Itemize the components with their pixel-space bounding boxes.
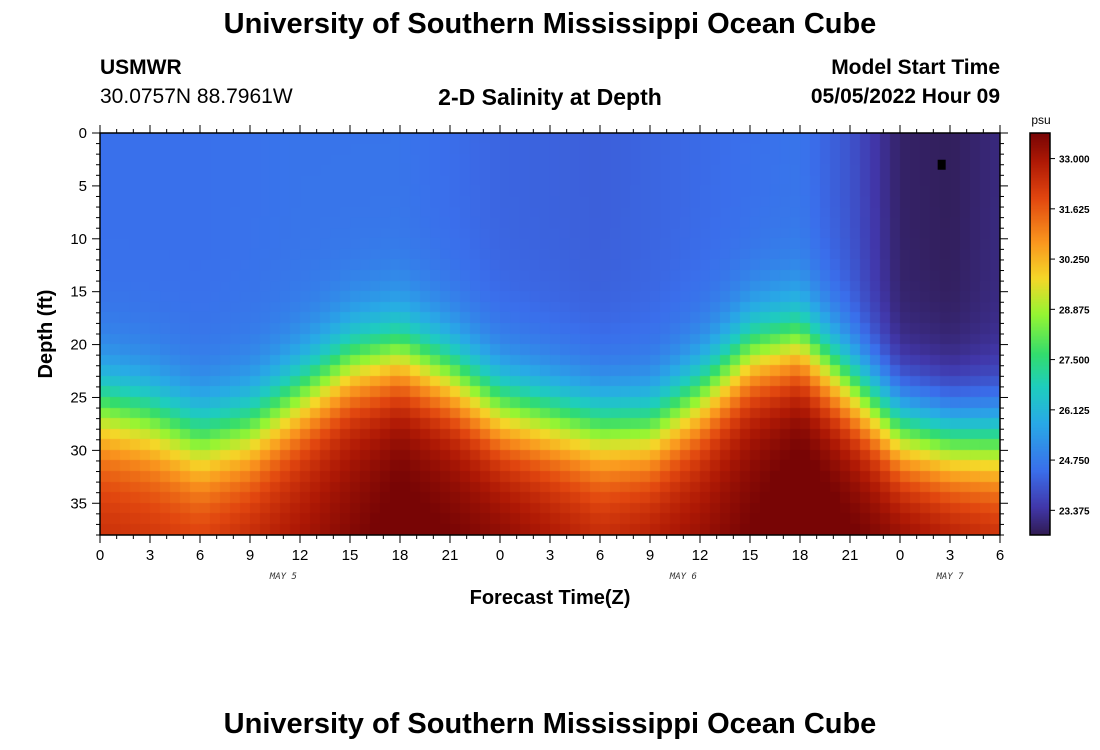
x-tick-label: 6 [596, 547, 604, 564]
x-tick-label: 15 [742, 547, 759, 564]
y-tick-label: 10 [70, 231, 87, 248]
colorbar-unit: psu [1031, 113, 1050, 127]
colorbar-tick-label: 27.500 [1059, 356, 1090, 367]
y-tick-label: 0 [79, 125, 87, 142]
data-marker [937, 159, 946, 170]
x-tick-label: 15 [342, 547, 359, 564]
x-tick-label: 21 [442, 547, 459, 564]
x-tick-label: 21 [842, 547, 859, 564]
x-tick-label: 0 [96, 547, 104, 564]
date-label: MAY 5 [269, 572, 297, 582]
y-tick-label: 15 [70, 284, 87, 301]
x-tick-label: 3 [546, 547, 554, 564]
colorbar-frame [1029, 132, 1051, 536]
colorbar-tick-label: 28.875 [1059, 305, 1090, 316]
colorbar-tick-label: 24.750 [1059, 456, 1090, 467]
colorbar-tick-label: 31.625 [1059, 205, 1090, 216]
colorbar-gradient [1030, 133, 1050, 535]
y-axis-title: Depth (ft) [35, 290, 57, 379]
y-tick-label: 5 [79, 178, 87, 195]
x-tick-label: 9 [246, 547, 254, 564]
model-start-label: Model Start Time [831, 56, 1000, 79]
footer-title: University of Southern Mississippi Ocean… [223, 708, 877, 740]
station-coordinates: 30.0757N 88.7961W [100, 85, 293, 108]
colorbar-tick-label: 23.375 [1059, 506, 1090, 517]
station-name: USMWR [100, 56, 182, 79]
x-tick-label: 6 [996, 547, 1004, 564]
salinity-heatmap [100, 133, 1000, 535]
x-tick-label: 9 [646, 547, 654, 564]
date-label: MAY 6 [669, 572, 697, 582]
colorbar-tick-label: 26.125 [1059, 406, 1090, 417]
y-tick-label: 30 [70, 442, 87, 459]
model-start-date: 05/05/2022 Hour 09 [810, 85, 1000, 108]
x-tick-label: 0 [496, 547, 504, 564]
x-tick-label: 18 [792, 547, 809, 564]
main-title: University of Southern Mississippi Ocean… [223, 8, 877, 40]
x-tick-label: 3 [146, 547, 154, 564]
date-label: MAY 7 [935, 572, 964, 582]
x-tick-label: 3 [946, 547, 954, 564]
x-tick-label: 12 [692, 547, 709, 564]
y-tick-label: 25 [70, 389, 87, 406]
x-axis-title: Forecast Time(Z) [470, 587, 631, 609]
x-tick-label: 6 [196, 547, 204, 564]
colorbar-tick-label: 30.250 [1059, 255, 1090, 266]
chart-title: 2-D Salinity at Depth [438, 84, 662, 110]
y-tick-label: 35 [70, 495, 87, 512]
x-tick-label: 18 [392, 547, 409, 564]
x-tick-label: 12 [292, 547, 309, 564]
colorbar-tick-label: 33.000 [1059, 155, 1090, 166]
x-tick-label: 0 [896, 547, 904, 564]
y-tick-label: 20 [70, 337, 87, 354]
plot-frame [99, 132, 1001, 536]
